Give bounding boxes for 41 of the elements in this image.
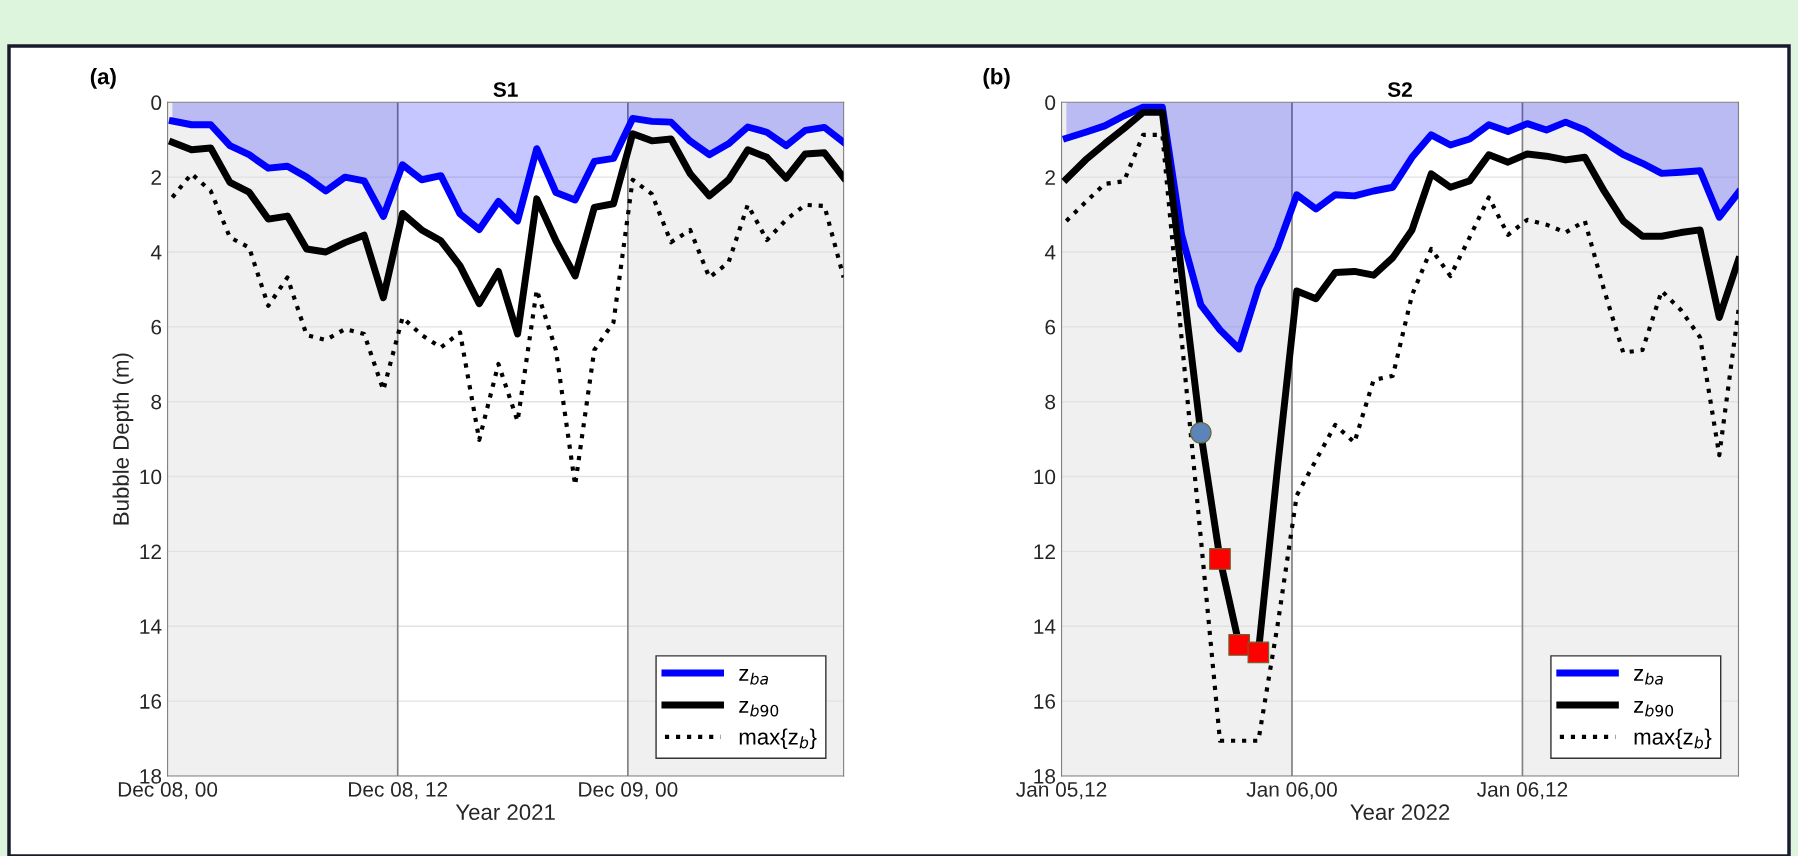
y-tick-label: 6: [151, 319, 162, 335]
y-tick-label: 4: [1044, 245, 1056, 260]
text: (a): [90, 68, 116, 89]
legend-label: z$_{ba}$: [739, 669, 768, 685]
x-tick-label: Dec 09, 00: [579, 782, 678, 800]
chart-title: S2: [1387, 82, 1412, 97]
point: [1247, 641, 1270, 664]
y-tick-label: 12: [1034, 544, 1055, 559]
y-tick-label: 8: [1045, 394, 1056, 410]
legend-label: z$_{ba}$: [1634, 669, 1663, 685]
x-axis-title: Year 2022: [1350, 804, 1450, 821]
y-tick-label: 18: [140, 768, 162, 784]
legend-label: max{z$_{b}$}: [1634, 728, 1712, 750]
x-tick-label: Jan 06,12: [1477, 782, 1568, 800]
y-tick-label: 14: [140, 619, 162, 634]
text: (b): [983, 68, 1010, 89]
x-axis-title: Year 2021: [455, 804, 555, 821]
y-tick-label: 6: [1045, 319, 1056, 335]
point: [1209, 548, 1231, 570]
y-axis-title: Bubble Depth (m): [112, 353, 134, 525]
y-tick-label: 18: [1034, 768, 1056, 784]
y-tick-label: 0: [151, 95, 162, 111]
point: [1189, 421, 1212, 444]
y-tick-label: 8: [151, 394, 162, 410]
y-tick-label: 2: [1045, 170, 1055, 185]
legend-label: z$_{b90}$: [739, 700, 779, 717]
point: [1228, 634, 1251, 656]
legend-label: max{z$_{b}$}: [739, 728, 817, 750]
y-tick-label: 10: [1034, 469, 1056, 485]
chart-title: S1: [493, 82, 518, 97]
y-tick-label: 16: [140, 694, 162, 709]
y-tick-label: 10: [140, 469, 162, 485]
y-tick-label: 14: [1034, 619, 1056, 634]
x-tick-label: Dec 08, 12: [349, 782, 448, 800]
y-tick-label: 2: [151, 170, 161, 185]
y-tick-label: 0: [1045, 95, 1056, 111]
y-tick-label: 4: [150, 245, 162, 260]
y-tick-label: 12: [140, 544, 161, 559]
x-tick-label: Jan 06,00: [1246, 782, 1337, 800]
legend-label: z$_{b90}$: [1634, 700, 1674, 717]
y-tick-label: 16: [1034, 694, 1056, 709]
